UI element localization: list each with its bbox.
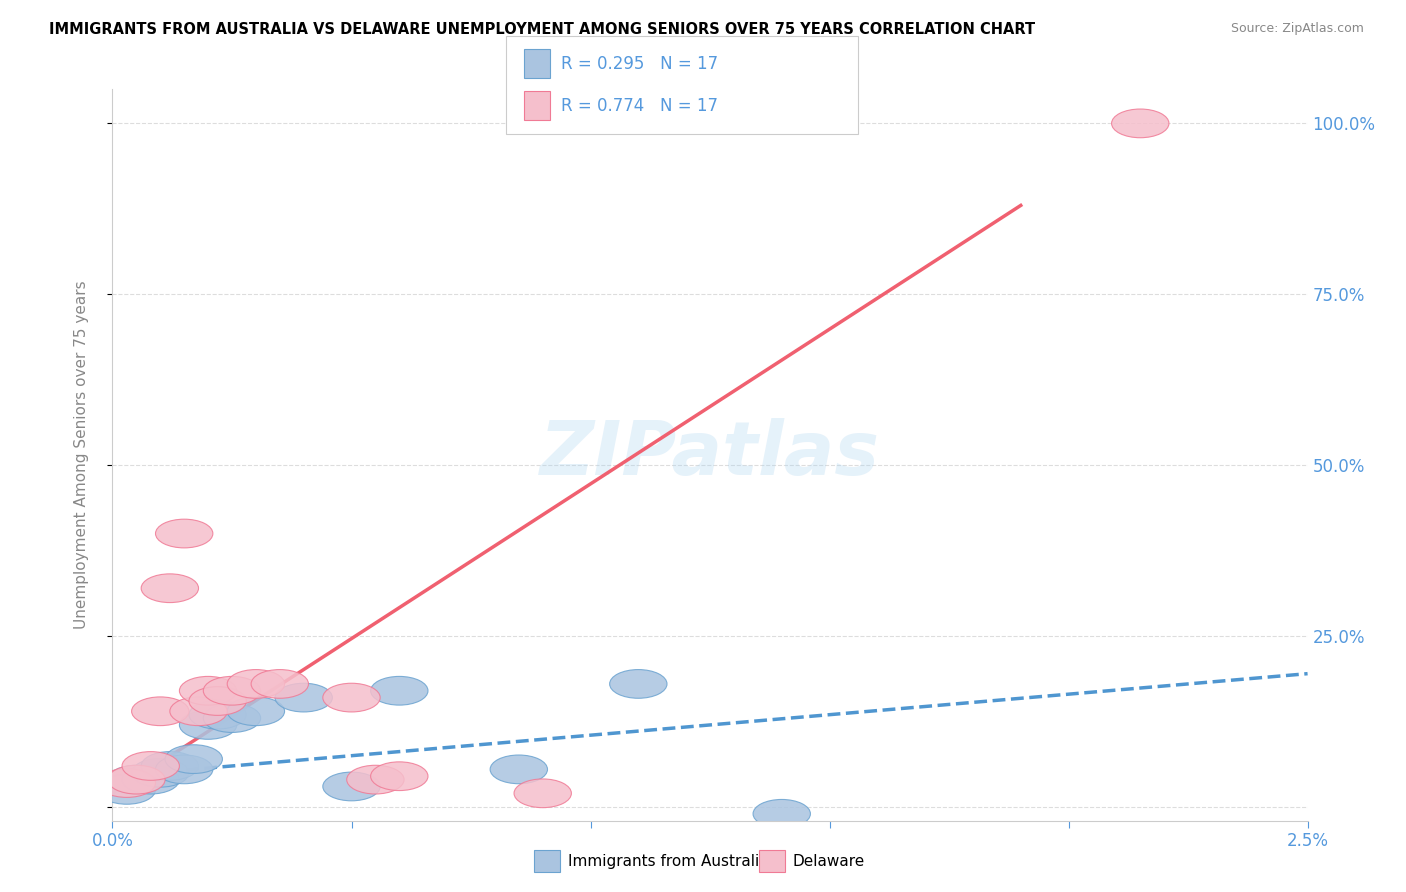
Ellipse shape bbox=[122, 752, 180, 780]
Ellipse shape bbox=[371, 676, 427, 705]
Ellipse shape bbox=[204, 676, 260, 705]
Ellipse shape bbox=[108, 765, 165, 794]
Ellipse shape bbox=[754, 799, 810, 828]
Ellipse shape bbox=[1112, 109, 1168, 137]
Ellipse shape bbox=[122, 765, 180, 794]
Ellipse shape bbox=[188, 687, 246, 715]
Y-axis label: Unemployment Among Seniors over 75 years: Unemployment Among Seniors over 75 years bbox=[75, 281, 89, 629]
Ellipse shape bbox=[180, 676, 236, 705]
Ellipse shape bbox=[610, 670, 666, 698]
Text: Delaware: Delaware bbox=[793, 854, 865, 869]
Ellipse shape bbox=[228, 697, 284, 725]
Ellipse shape bbox=[170, 697, 228, 725]
Ellipse shape bbox=[180, 711, 236, 739]
Ellipse shape bbox=[156, 519, 212, 548]
Ellipse shape bbox=[156, 755, 212, 784]
Ellipse shape bbox=[323, 772, 380, 801]
Ellipse shape bbox=[141, 574, 198, 603]
Ellipse shape bbox=[371, 762, 427, 790]
Ellipse shape bbox=[98, 769, 156, 797]
Text: IMMIGRANTS FROM AUSTRALIA VS DELAWARE UNEMPLOYMENT AMONG SENIORS OVER 75 YEARS C: IMMIGRANTS FROM AUSTRALIA VS DELAWARE UN… bbox=[49, 22, 1035, 37]
Ellipse shape bbox=[323, 683, 380, 712]
Ellipse shape bbox=[188, 700, 246, 729]
Ellipse shape bbox=[204, 704, 260, 732]
Ellipse shape bbox=[228, 670, 284, 698]
Text: R = 0.295   N = 17: R = 0.295 N = 17 bbox=[561, 54, 718, 73]
Ellipse shape bbox=[141, 752, 198, 780]
Ellipse shape bbox=[491, 755, 547, 784]
Text: Immigrants from Australia: Immigrants from Australia bbox=[568, 854, 769, 869]
Ellipse shape bbox=[98, 775, 156, 805]
Text: Source: ZipAtlas.com: Source: ZipAtlas.com bbox=[1230, 22, 1364, 36]
Ellipse shape bbox=[347, 765, 404, 794]
Ellipse shape bbox=[276, 683, 332, 712]
Ellipse shape bbox=[132, 697, 188, 725]
Ellipse shape bbox=[108, 765, 165, 794]
Ellipse shape bbox=[165, 745, 222, 773]
Text: ZIPatlas: ZIPatlas bbox=[540, 418, 880, 491]
Ellipse shape bbox=[252, 670, 308, 698]
Ellipse shape bbox=[515, 779, 571, 807]
Ellipse shape bbox=[132, 758, 188, 787]
Text: R = 0.774   N = 17: R = 0.774 N = 17 bbox=[561, 96, 718, 115]
